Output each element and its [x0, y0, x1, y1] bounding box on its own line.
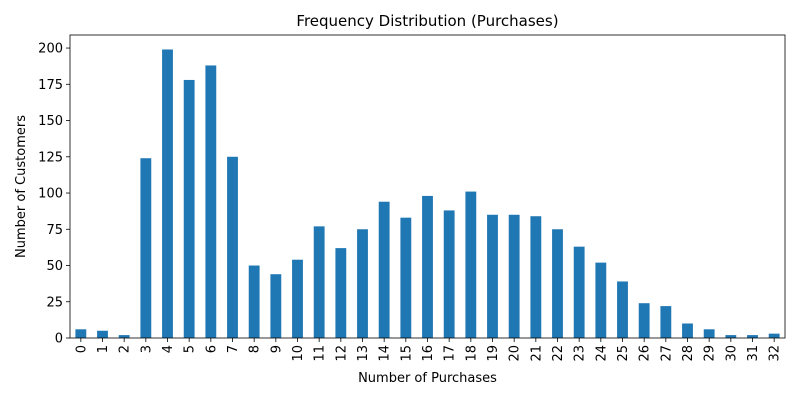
- bar-4: [162, 49, 173, 338]
- bar-9: [270, 274, 282, 338]
- bar-23: [573, 246, 585, 338]
- y-tick-label: 100: [38, 187, 63, 202]
- y-tick-label: 75: [46, 223, 63, 238]
- bar-16: [422, 195, 433, 338]
- bar-15: [400, 217, 412, 338]
- bar-28: [682, 323, 693, 338]
- bar-17: [443, 210, 455, 338]
- bar-29: [703, 329, 715, 338]
- x-tick-label: 12: [334, 345, 349, 362]
- x-tick-label: 24: [594, 345, 609, 362]
- y-tick-label: 125: [38, 150, 63, 165]
- bar-31: [747, 335, 758, 338]
- x-tick-label: 19: [486, 345, 501, 362]
- x-tick-label: 13: [356, 345, 371, 362]
- y-axis: 0 25 50 75 100 125 150 175 200: [38, 42, 70, 347]
- bar-21: [530, 216, 542, 338]
- bar-20: [508, 214, 520, 338]
- y-tick-label: 175: [38, 78, 63, 93]
- x-tick-label: 15: [399, 345, 414, 362]
- x-tick-label: 29: [703, 345, 718, 362]
- bar-2: [118, 335, 130, 338]
- bar-14: [378, 201, 390, 338]
- x-axis: 0 1 2 3 4 5 6 7 8 9 10 11 12 13 14 15 16 17 18 19 20 21 22 23 24…: [74, 338, 783, 362]
- x-tick-label: 22: [551, 345, 566, 362]
- x-tick-label: 16: [421, 345, 436, 362]
- x-tick-label: 17: [443, 345, 458, 362]
- bar-32: [768, 333, 780, 338]
- x-tick-label: 5: [183, 345, 198, 353]
- bar-12: [335, 248, 347, 338]
- x-tick-label: 23: [573, 345, 588, 362]
- x-tick-label: 20: [508, 345, 523, 362]
- y-tick-label: 25: [46, 295, 63, 310]
- x-tick-label: 18: [464, 345, 479, 362]
- x-tick-label: 31: [746, 345, 761, 362]
- bar-10: [292, 259, 303, 338]
- bar-7: [227, 156, 238, 338]
- bar-0: [75, 329, 87, 338]
- x-tick-label: 2: [118, 345, 133, 353]
- y-axis-label: Number of Customers: [14, 115, 29, 258]
- bar-19: [487, 214, 498, 338]
- x-tick-label: 8: [248, 345, 263, 353]
- x-tick-label: 32: [768, 345, 783, 362]
- x-tick-label: 21: [529, 345, 544, 362]
- x-tick-label: 0: [74, 345, 89, 353]
- x-tick-label: 10: [291, 345, 306, 362]
- bar-5: [183, 79, 195, 339]
- bar-24: [595, 262, 607, 338]
- x-tick-label: 28: [681, 345, 696, 362]
- x-tick-label: 11: [313, 345, 328, 362]
- x-tick-label: 26: [638, 345, 653, 362]
- bar-18: [465, 191, 477, 338]
- bar-13: [357, 229, 368, 338]
- y-tick-label: 150: [38, 114, 63, 129]
- x-tick-label: 9: [269, 345, 284, 353]
- y-tick-label: 50: [46, 259, 63, 274]
- x-tick-label: 7: [226, 345, 241, 353]
- chart-title: Frequency Distribution (Purchases): [296, 12, 558, 30]
- bar-6: [205, 65, 217, 338]
- bar-27: [660, 306, 672, 338]
- y-tick-label: 200: [38, 42, 63, 57]
- bars-group: [75, 49, 780, 339]
- x-tick-label: 25: [616, 345, 631, 362]
- x-axis-label: Number of Purchases: [358, 371, 497, 386]
- x-tick-label: 27: [659, 345, 674, 362]
- x-tick-label: 6: [204, 345, 219, 353]
- x-tick-label: 3: [139, 345, 154, 353]
- bar-30: [725, 335, 737, 338]
- x-tick-label: 4: [161, 345, 176, 353]
- x-tick-label: 14: [378, 345, 393, 362]
- bar-3: [140, 158, 152, 338]
- bar-26: [638, 303, 650, 338]
- y-tick-label: 0: [55, 332, 63, 347]
- x-tick-label: 30: [724, 345, 739, 362]
- bar-22: [552, 229, 563, 338]
- bar-8: [248, 265, 260, 338]
- bar-25: [617, 281, 628, 338]
- bar-1: [97, 330, 108, 338]
- bar-11: [313, 226, 325, 338]
- x-tick-label: 1: [96, 345, 111, 353]
